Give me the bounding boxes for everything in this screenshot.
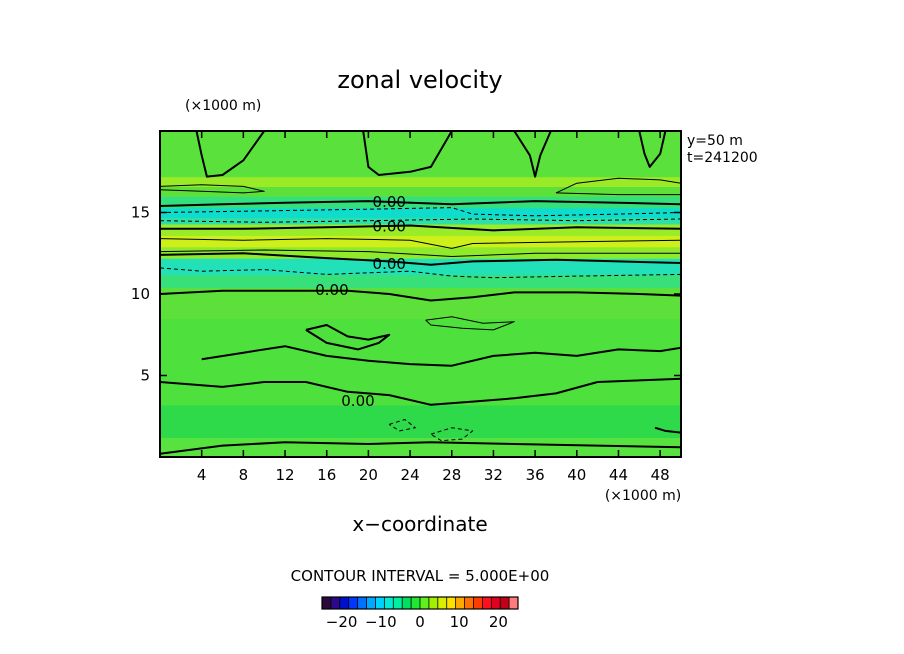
x-axis-label: x−coordinate	[352, 512, 487, 536]
colorbar-swatch	[437, 597, 448, 609]
colorbar	[321, 596, 519, 610]
x-tick-label: 36	[526, 466, 545, 484]
x-tick-label: 8	[239, 466, 249, 484]
contour-line	[160, 238, 681, 249]
contour-line	[555, 177, 681, 196]
colorbar-swatch	[420, 597, 430, 609]
contour-line	[160, 252, 681, 266]
contour-label: 0.00	[373, 193, 406, 211]
x-tick-label: 48	[651, 466, 670, 484]
colorbar-swatch	[330, 597, 341, 609]
x-tick-label: 28	[442, 466, 461, 484]
contour-line	[638, 131, 667, 168]
colorbar-tick-label: 0	[415, 613, 425, 631]
colorbar-swatch	[357, 597, 367, 609]
contour-line	[160, 218, 681, 223]
contour-line	[430, 427, 474, 442]
contour-line	[195, 131, 266, 178]
colorbar-swatch	[473, 597, 483, 609]
colorbar-tick-label: −20	[326, 613, 358, 631]
contour-label: 0.00	[315, 281, 348, 299]
contour-lines	[160, 131, 681, 455]
y-tick-label: 5	[140, 367, 150, 385]
contour-line	[160, 224, 681, 232]
velocity-band	[160, 235, 681, 248]
velocity-field	[160, 131, 681, 457]
velocity-band	[160, 258, 681, 276]
contour-label: 0.00	[341, 392, 374, 410]
contour-label: 0.00	[373, 255, 406, 273]
velocity-band	[160, 186, 681, 197]
contour-line	[160, 377, 681, 406]
contour-line	[388, 419, 416, 432]
velocity-band	[160, 437, 681, 457]
y-axis-unit: (×1000 m)	[185, 98, 261, 114]
contour-line	[160, 207, 681, 217]
contour-line	[160, 441, 681, 455]
contour-interval-note: CONTOUR INTERVAL = 5.000E+00	[291, 567, 550, 585]
x-tick-label: 20	[359, 466, 378, 484]
colorbar-swatch	[455, 597, 465, 609]
x-axis-unit: (×1000 m)	[605, 488, 681, 504]
colorbar-swatch	[322, 597, 332, 609]
colorbar-frame	[321, 596, 519, 610]
colorbar-tick-label: −10	[365, 613, 397, 631]
contour-line	[654, 426, 681, 434]
colorbar-tick-label: 10	[450, 613, 469, 631]
contour-line	[201, 345, 681, 367]
colorbar-swatch	[366, 597, 376, 609]
contour-line	[305, 324, 391, 351]
x-tick-label: 40	[567, 466, 586, 484]
colorbar-swatch	[491, 597, 501, 609]
info-line-depth: y=50 m	[687, 133, 743, 149]
colorbar-swatch	[348, 597, 358, 609]
contour-line	[362, 131, 453, 176]
colorbar-tick-label: 20	[489, 613, 508, 631]
colorbar-tick-labels: −20 −10 0 10 20	[326, 613, 508, 631]
x-tick-label: 32	[484, 466, 503, 484]
x-tick-label: 4	[197, 466, 207, 484]
colorbar-swatch	[402, 597, 412, 609]
y-tick-label: 10	[131, 285, 150, 303]
colorbar-swatch	[500, 597, 510, 609]
colorbar-swatch	[375, 597, 385, 609]
contour-line	[160, 289, 681, 302]
contour-line	[160, 249, 681, 257]
colorbar-swatch	[411, 597, 421, 609]
colorbar-swatch	[509, 597, 519, 609]
velocity-band	[160, 217, 681, 225]
x-tick-label: 12	[275, 466, 294, 484]
y-axis-ticks: 5 10 15	[131, 204, 681, 385]
velocity-band	[160, 318, 681, 406]
contour-line	[513, 131, 552, 178]
colorbar-swatch	[464, 597, 474, 609]
plot-area: 0.00 0.00 0.00 0.00 0.00	[159, 130, 682, 458]
x-axis-ticks: 4 8 12 16 20 24 28 32 36 40 44 48	[197, 131, 670, 484]
colorbar-swatch	[428, 597, 439, 609]
info-line-time: t=241200	[687, 150, 758, 166]
velocity-band	[160, 176, 681, 188]
colorbar-swatch	[384, 597, 394, 609]
x-tick-label: 24	[401, 466, 420, 484]
contour-line	[425, 316, 515, 331]
contour-line	[160, 184, 265, 194]
colorbar-swatch	[482, 597, 492, 609]
x-tick-label: 44	[609, 466, 628, 484]
contour-label-group: 0.00 0.00 0.00 0.00 0.00	[315, 193, 406, 410]
velocity-band	[160, 207, 681, 218]
colorbar-swatch	[446, 597, 456, 609]
y-tick-label: 15	[131, 204, 150, 222]
chart-title: zonal velocity	[337, 66, 502, 94]
velocity-band	[160, 274, 681, 289]
contour-label: 0.00	[373, 218, 406, 236]
colorbar-swatch	[393, 597, 403, 609]
x-tick-label: 16	[317, 466, 336, 484]
velocity-band	[160, 404, 681, 439]
colorbar-swatch	[339, 597, 350, 609]
contour-line	[160, 200, 681, 207]
